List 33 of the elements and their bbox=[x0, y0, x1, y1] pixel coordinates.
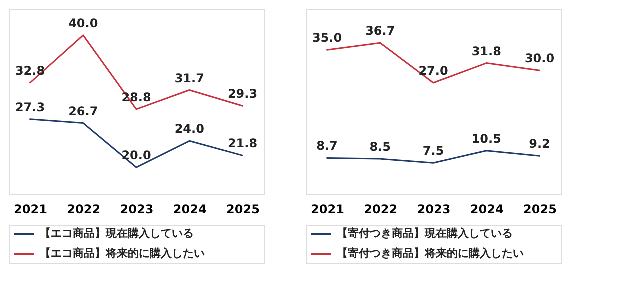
data-label: 7.5 bbox=[422, 144, 444, 158]
data-label: 35.0 bbox=[312, 31, 342, 46]
x-tick-label: 2022 bbox=[67, 202, 101, 216]
legend-label: 【エコ商品】現在購入している bbox=[40, 227, 194, 240]
data-label: 26.7 bbox=[68, 104, 98, 118]
data-label: 9.2 bbox=[529, 137, 550, 152]
data-label: 31.7 bbox=[174, 71, 204, 86]
legend-label: 【エコ商品】将来的に購入したい bbox=[40, 247, 205, 260]
data-label: 27.3 bbox=[15, 100, 46, 114]
x-tick-label: 2025 bbox=[524, 202, 557, 216]
x-tick-label: 2023 bbox=[120, 202, 154, 216]
x-tick-label: 2024 bbox=[470, 202, 504, 216]
legend-label: 【寄付つき商品】将来的に購入したい bbox=[337, 247, 524, 260]
x-tick-label: 2021 bbox=[14, 202, 48, 216]
data-label: 21.8 bbox=[228, 136, 258, 151]
data-label: 32.8 bbox=[15, 64, 46, 78]
x-tick-label: 2023 bbox=[417, 202, 451, 216]
data-label: 8.7 bbox=[316, 139, 338, 154]
data-label: 27.0 bbox=[418, 64, 448, 78]
data-label: 8.5 bbox=[370, 140, 392, 154]
x-tick-label: 2025 bbox=[226, 202, 260, 216]
data-label: 31.8 bbox=[472, 44, 502, 58]
data-label: 29.3 bbox=[228, 87, 258, 102]
data-label: 36.7 bbox=[366, 24, 396, 38]
legend-label: 【寄付つき商品】現在購入している bbox=[337, 227, 513, 240]
data-label: 10.5 bbox=[472, 132, 502, 146]
x-tick-label: 2021 bbox=[311, 202, 344, 216]
data-label: 24.0 bbox=[174, 122, 204, 136]
data-label: 20.0 bbox=[122, 148, 152, 163]
data-label: 30.0 bbox=[524, 52, 555, 66]
data-label: 40.0 bbox=[68, 16, 98, 30]
x-tick-label: 2024 bbox=[173, 202, 207, 216]
x-tick-label: 2022 bbox=[364, 202, 398, 216]
